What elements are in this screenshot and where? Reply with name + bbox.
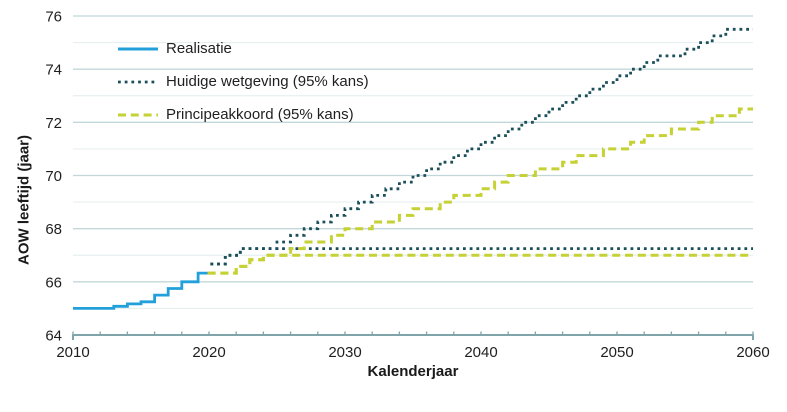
x-tick-label-2010: 2010	[56, 344, 89, 361]
y-tick-label-66: 66	[45, 274, 62, 291]
x-axis	[72, 331, 754, 340]
legend-swatch-solid-line	[118, 47, 158, 51]
legend-label-principeakkoord: Principeakkoord (95% kans)	[166, 106, 354, 123]
x-tick-label-2040: 2040	[464, 344, 497, 361]
legend-item-huidige-wetgeving: Huidige wetgeving (95% kans)	[117, 71, 369, 93]
y-tick-label-70: 70	[45, 168, 62, 185]
legend-label-realisatie: Realisatie	[166, 40, 232, 57]
series-huidige-boven	[210, 27, 753, 266]
x-tick-label-2050: 2050	[600, 344, 633, 361]
legend-item-realisatie: Realisatie	[117, 38, 369, 60]
x-axis-title: Kalenderjaar	[367, 363, 459, 380]
x-tick-label-2020: 2020	[192, 344, 225, 361]
y-tick-label-76: 76	[45, 9, 62, 26]
minor-gridlines	[73, 41, 753, 310]
series-principe-onder	[207, 253, 753, 275]
y-tick-label-74: 74	[45, 62, 62, 79]
legend-swatch-dotted-line	[118, 80, 158, 84]
legend-item-principeakkoord: Principeakkoord (95% kans)	[117, 104, 369, 126]
x-tick-label-2060: 2060	[736, 344, 769, 361]
y-tick-label-68: 68	[45, 221, 62, 238]
y-tick-label-64: 64	[45, 328, 62, 345]
y-tick-labels: 64 66 68 70 72 74 76	[45, 9, 62, 345]
legend-label-huidige-wetgeving: Huidige wetgeving (95% kans)	[166, 73, 369, 90]
x-tick-label-2030: 2030	[328, 344, 361, 361]
series-realisatie	[73, 271, 208, 310]
x-tick-labels: 2010 2020 2030 2040 2050 2060	[56, 344, 769, 361]
legend-swatch-dashed-line	[118, 113, 158, 117]
y-tick-label-72: 72	[45, 115, 62, 132]
y-axis-title: AOW leeftijd (jaar)	[15, 134, 33, 266]
chart-legend: Realisatie Huidige wetgeving (95% kans) …	[117, 38, 369, 137]
